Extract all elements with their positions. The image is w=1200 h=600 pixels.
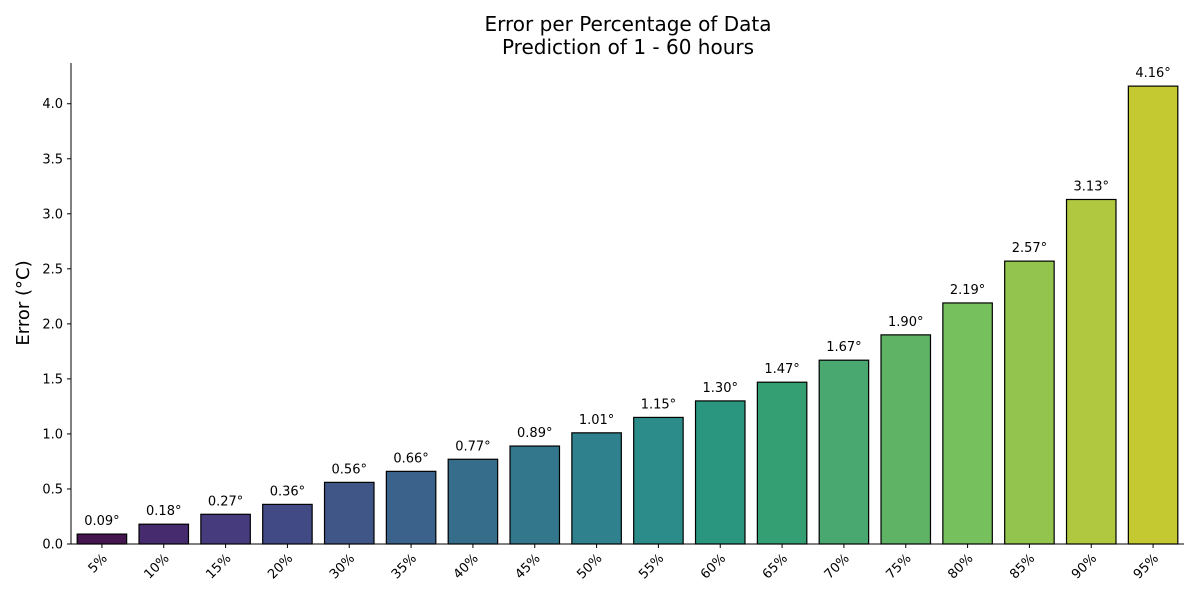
x-tick-label: 75%: [884, 551, 915, 582]
x-tick-label: 60%: [698, 551, 729, 582]
x-tick-label: 85%: [1007, 551, 1038, 582]
y-axis: 0.0 0.5 1.0 1.5 2.0 2.5 3.0 3.5 4.0: [42, 63, 72, 553]
data-label: 0.66°: [393, 451, 428, 466]
x-tick-label: 15%: [203, 551, 234, 582]
bar-75pct: [880, 334, 932, 545]
chart-subtitle: Prediction of 1 - 60 hours: [502, 35, 754, 59]
bar-70pct: [818, 359, 870, 545]
y-axis-label: Error (°C): [13, 260, 34, 345]
x-tick-label: 45%: [513, 551, 544, 582]
data-label: 1.67°: [826, 340, 861, 355]
bar-55pct: [633, 416, 684, 545]
data-label: 4.16°: [1135, 66, 1170, 81]
x-tick-label: 70%: [822, 551, 853, 582]
data-label: 1.47°: [764, 362, 799, 377]
data-label: 1.30°: [703, 381, 738, 396]
y-tick-label: 3.5: [42, 152, 63, 167]
bar-50pct: [571, 432, 622, 545]
x-tick-label: 50%: [574, 551, 605, 582]
data-label: 0.89°: [517, 426, 552, 441]
bar-65pct: [756, 381, 808, 545]
y-tick-label: 2.0: [42, 317, 63, 332]
bar-40pct: [447, 458, 499, 545]
data-label: 3.13°: [1074, 179, 1109, 194]
y-tick-label: 0.0: [42, 538, 63, 553]
x-tick-label: 5%: [86, 551, 111, 576]
x-tick-label: 40%: [451, 551, 482, 582]
bar-80pct: [942, 302, 993, 545]
x-tick-label: 65%: [760, 551, 791, 582]
x-tick-label: 35%: [389, 551, 420, 582]
x-tick-label: 10%: [142, 551, 173, 582]
data-label: 0.09°: [84, 514, 119, 529]
x-tick-label: 20%: [265, 551, 296, 582]
data-label: 1.15°: [641, 397, 676, 412]
bar-15pct: [200, 513, 251, 545]
x-tick-label: 80%: [945, 551, 976, 582]
data-label: 0.56°: [332, 462, 367, 477]
bar-95pct: [1127, 85, 1179, 545]
bar-60pct: [694, 400, 746, 545]
bars-group: [76, 85, 1179, 545]
bar-45pct: [509, 445, 561, 545]
bar-10pct: [138, 523, 190, 545]
data-label: 1.90°: [888, 315, 923, 330]
data-label: 0.18°: [146, 504, 181, 519]
data-label: 0.27°: [208, 494, 243, 509]
x-tick-label: 95%: [1131, 551, 1162, 582]
data-label: 0.36°: [270, 484, 305, 499]
x-tick-label: 30%: [327, 551, 358, 582]
bar-90pct: [1065, 198, 1117, 545]
data-label: 2.57°: [1012, 241, 1047, 256]
x-tick-label: 90%: [1069, 551, 1100, 582]
data-label: 2.19°: [950, 283, 985, 298]
x-tick-label: 55%: [636, 551, 667, 582]
data-label: 0.77°: [455, 439, 490, 454]
y-tick-label: 4.0: [42, 97, 63, 112]
data-labels-group: 0.09° 0.18° 0.27° 0.36° 0.56° 0.66° 0.77° 0.89°…: [84, 66, 1171, 529]
bar-30pct: [323, 481, 375, 545]
chart-title: Error per Percentage of Data: [485, 12, 772, 36]
y-tick-label: 1.0: [42, 427, 63, 442]
y-tick-label: 3.0: [42, 207, 63, 222]
y-tick-label: 1.5: [42, 372, 63, 387]
bar-20pct: [262, 503, 313, 545]
bar-35pct: [385, 470, 437, 545]
bar-5pct: [76, 533, 128, 545]
y-tick-label: 2.5: [42, 262, 63, 277]
y-tick-label: 0.5: [42, 482, 63, 497]
x-axis: 5% 10% 15% 20% 30% 35% 40% 45% 50% 55% 60% 65% 70% 75…: [71, 543, 1184, 582]
bar-85pct: [1004, 260, 1055, 545]
data-label: 1.01°: [579, 413, 614, 428]
